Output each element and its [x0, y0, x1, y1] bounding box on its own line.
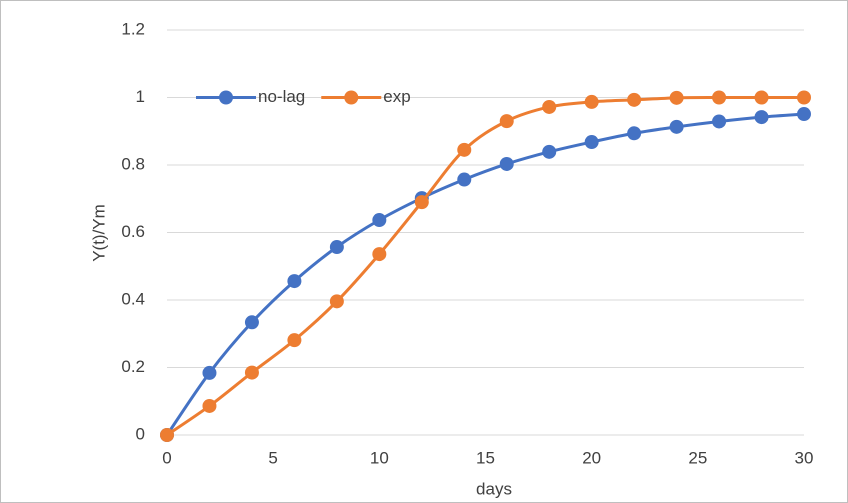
y-tick-label: 0.4 — [121, 289, 145, 308]
data-point — [499, 114, 514, 129]
data-point — [669, 119, 684, 134]
series-line — [165, 112, 805, 436]
data-point — [457, 142, 472, 157]
data-point — [584, 94, 599, 109]
data-point — [244, 315, 259, 330]
data-point — [372, 213, 387, 228]
x-tick-label: 30 — [795, 448, 814, 467]
data-point — [797, 90, 811, 105]
y-axis-label: Y(t)/Ym — [89, 204, 108, 262]
data-point — [372, 247, 387, 262]
data-point — [287, 333, 302, 348]
data-point — [669, 90, 684, 105]
x-axis-label: days — [476, 479, 512, 498]
legend-swatch-marker — [219, 90, 233, 105]
y-tick-label: 0.6 — [121, 222, 145, 241]
legend: no-lag exp — [196, 87, 411, 106]
data-point — [414, 195, 429, 210]
y-tick-label: 0 — [136, 424, 145, 443]
data-point — [712, 114, 727, 129]
y-tick-label: 1 — [136, 87, 145, 106]
data-point — [287, 274, 302, 289]
data-point — [584, 135, 599, 150]
legend-label: exp — [383, 87, 410, 106]
legend-swatch-marker — [344, 90, 359, 105]
data-point — [712, 90, 727, 105]
data-point — [457, 172, 472, 187]
series-line — [166, 95, 804, 437]
data-point — [542, 144, 557, 159]
data-point — [499, 156, 514, 171]
data-point — [202, 365, 217, 380]
data-point — [160, 428, 174, 442]
x-tick-label: 10 — [370, 448, 389, 467]
data-point — [329, 294, 344, 309]
data-point — [244, 365, 259, 380]
data-point — [329, 240, 344, 255]
x-tick-label: 15 — [476, 448, 495, 467]
legend-label: no-lag — [258, 87, 305, 106]
x-tick-label: 0 — [162, 448, 171, 467]
data-point — [627, 126, 642, 141]
x-tick-label: 5 — [268, 448, 277, 467]
data-point — [797, 107, 811, 122]
y-tick-label: 1.2 — [121, 19, 145, 38]
y-tick-label: 0.2 — [121, 357, 145, 376]
data-point — [542, 99, 557, 114]
data-point — [627, 92, 642, 107]
x-tick-label: 25 — [688, 448, 707, 467]
data-point — [754, 110, 769, 125]
data-point — [754, 90, 769, 105]
y-tick-label: 0.8 — [121, 154, 145, 173]
data-point — [202, 398, 217, 413]
x-tick-label: 20 — [582, 448, 601, 467]
